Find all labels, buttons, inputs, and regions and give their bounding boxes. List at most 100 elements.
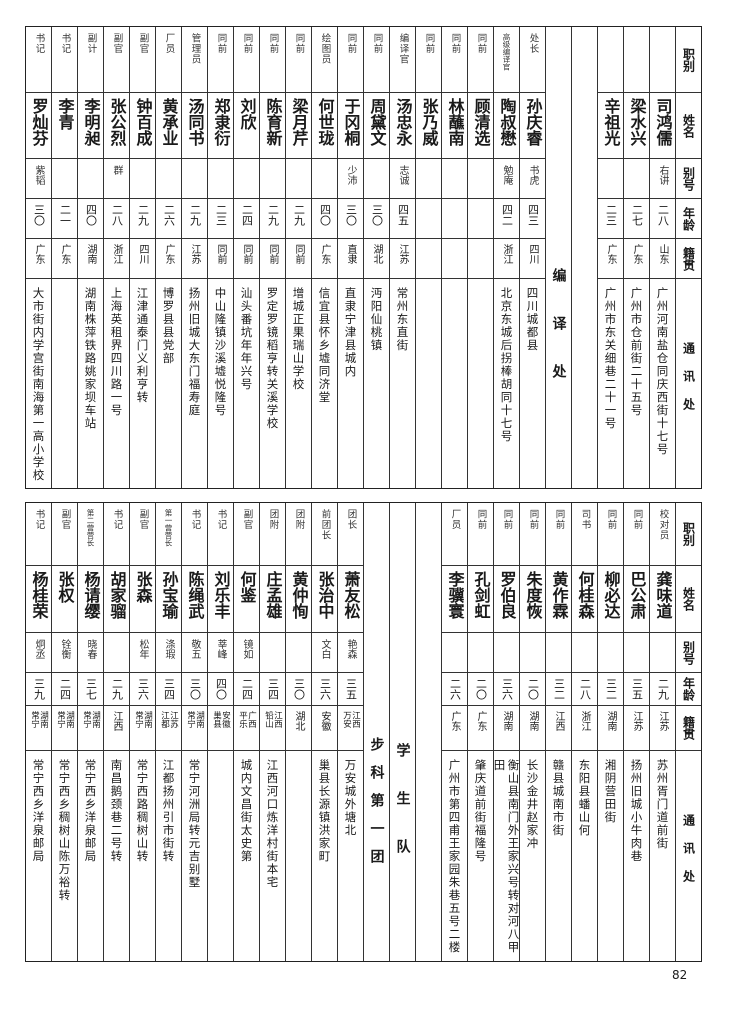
role-cell: 同前 — [260, 27, 285, 93]
staff-origin: 广东 — [475, 711, 486, 731]
origin-cell: 广东 — [468, 706, 493, 751]
alias-cell: 莘峰 — [208, 633, 233, 673]
origin-cell: 广西平乐 — [234, 706, 259, 751]
name-cell: 朱度恢 — [520, 566, 545, 633]
staff-alias: 晓春 — [85, 639, 96, 659]
age-cell: 三四 — [260, 673, 285, 706]
role-cell: 副官 — [104, 27, 129, 93]
staff-name: 孔剑虹 — [471, 571, 491, 619]
address-cell: 长沙金井赵家冲 — [520, 751, 545, 961]
name-cell: 李青 — [52, 93, 77, 159]
staff-record-column: 同前 梁月芹 二九 同前 增城正果瑞山学校 — [285, 27, 311, 488]
staff-role: 厂员 — [449, 509, 461, 530]
address-cell: 罗定罗镜稻亨转关溪学校 — [260, 279, 285, 488]
staff-origin: 四川 — [527, 244, 538, 264]
staff-name: 巴公肃 — [627, 571, 647, 619]
role-cell: 副官 — [130, 503, 155, 566]
staff-origin: 直隶 — [345, 244, 356, 264]
origin-cell: 江苏江都 — [156, 706, 181, 751]
staff-role: 副官 — [111, 33, 123, 54]
address-cell: 四川城都县 — [520, 279, 545, 488]
role-cell: 团附 — [260, 503, 285, 566]
name-cell: 李骥寰 — [442, 566, 467, 633]
alias-cell — [468, 159, 493, 199]
staff-origin: 江苏 — [189, 244, 200, 264]
address-cell: 苏州胥门道前街 — [650, 751, 675, 961]
staff-age: 二九 — [136, 204, 150, 226]
staff-age: 四五 — [396, 204, 410, 226]
staff-role: 校对员 — [657, 509, 669, 541]
staff-record-column: 书记 陈绳武 敬五 三〇 湖南常宁 常宁河洲局转元吉别墅 — [181, 503, 207, 961]
staff-age: 二七 — [630, 204, 644, 226]
address-cell: 湘阴营田街 — [598, 751, 623, 961]
role-cell: 同前 — [234, 27, 259, 93]
address-cell: 沔阳仙桃镇 — [364, 279, 389, 488]
age-cell: 二六 — [156, 199, 181, 239]
role-cell — [650, 27, 675, 93]
staff-record-column: 同前 黄作霖 三二 江西 赣县城南市街 — [545, 503, 571, 961]
role-cell: 同前 — [286, 27, 311, 93]
name-cell: 黄仲恂 — [286, 566, 311, 633]
staff-record-column: 副计 李明昶 四〇 湖南 湖南株萍铁路姚家坝车站 — [77, 27, 103, 488]
role-cell: 书记 — [26, 27, 51, 93]
origin-cell: 湖南 — [78, 239, 103, 279]
name-cell: 张乃威 — [416, 93, 441, 159]
address-cell: 肇庆道前街福隆号 — [468, 751, 493, 961]
alias-cell: 镜如 — [234, 633, 259, 673]
header-cell: 别号 — [676, 159, 701, 199]
staff-record-column: 同前 林蘸南 — [441, 27, 467, 488]
staff-alias: 松年 — [137, 639, 148, 659]
staff-age: 二八 — [110, 204, 124, 226]
name-cell: 何世珑 — [312, 93, 337, 159]
role-cell: 编译官 — [390, 27, 415, 93]
staff-name: 罗灿芬 — [29, 98, 49, 146]
header-cell: 职别 — [676, 27, 701, 93]
header-cell: 年龄 — [676, 199, 701, 239]
staff-address: 江津通泰门义利亨转 — [135, 287, 150, 404]
name-cell: 辛祖光 — [598, 93, 623, 159]
staff-address: 博罗县县党部 — [161, 287, 176, 365]
staff-record-column: 司鸿儒 右讲 二八 山东 广州河南盐仓同庆西街十七号 — [649, 27, 675, 488]
origin-cell — [468, 239, 493, 279]
staff-name: 林蘸南 — [445, 98, 465, 146]
header-alias: 别号 — [681, 166, 696, 191]
role-cell: 绘图员 — [312, 27, 337, 93]
name-cell: 何鉴 — [234, 566, 259, 633]
staff-alias: 艳森 — [345, 639, 356, 659]
staff-record-column: 团长 萧友松 艳森 三五 江西万安 万安城外塘北 — [337, 503, 363, 961]
staff-name: 孙宝瑜 — [159, 571, 179, 619]
name-cell: 罗灿芬 — [26, 93, 51, 159]
role-cell: 司书 — [572, 503, 597, 566]
origin-cell: 江西 — [104, 706, 129, 751]
staff-age: 三〇 — [292, 678, 306, 700]
alias-cell: 艳森 — [338, 633, 363, 673]
address-cell: 东阳县蟠山何 — [572, 751, 597, 961]
staff-record-column: 副官 张权 铨衡 二四 湖南常宁 常宁西乡稠树山陈万裕转 — [51, 503, 77, 961]
origin-cell: 湖南常宁 — [130, 706, 155, 751]
alias-cell: 紫韬 — [26, 159, 51, 199]
origin-cell: 湖南常宁 — [78, 706, 103, 751]
staff-record-column: 梁水兴 二七 广东 广州市仓前街二十五号 — [623, 27, 649, 488]
address-cell — [52, 279, 77, 488]
section-label-column: 步科第一团 — [363, 503, 389, 961]
staff-name: 柳必达 — [601, 571, 621, 619]
staff-name: 李骥寰 — [445, 571, 465, 619]
age-cell: 三六 — [494, 673, 519, 706]
age-cell: 二九 — [260, 199, 285, 239]
staff-alias: 镜如 — [241, 639, 252, 659]
staff-role: 副官 — [137, 509, 149, 530]
name-cell: 萧友松 — [338, 566, 363, 633]
header-age: 年龄 — [681, 206, 696, 231]
origin-cell: 江西铅山 — [260, 706, 285, 751]
staff-name: 张公烈 — [107, 98, 127, 146]
age-cell: 二九 — [182, 199, 207, 239]
staff-age: 二四 — [58, 678, 72, 700]
name-cell: 陶叔懋 — [494, 93, 519, 159]
name-cell: 胡家骝 — [104, 566, 129, 633]
origin-cell: 广东 — [624, 239, 649, 279]
staff-address: 罗定罗镜稻亨转关溪学校 — [265, 287, 280, 430]
age-cell: 三五 — [624, 673, 649, 706]
staff-record-column: 第二营营长 杨请缨 晓春 三七 湖南常宁 常宁西乡洋泉邮局 — [77, 503, 103, 961]
staff-address: 信宜县怀乡墟同济堂 — [317, 287, 332, 404]
staff-role: 书记 — [33, 33, 45, 54]
